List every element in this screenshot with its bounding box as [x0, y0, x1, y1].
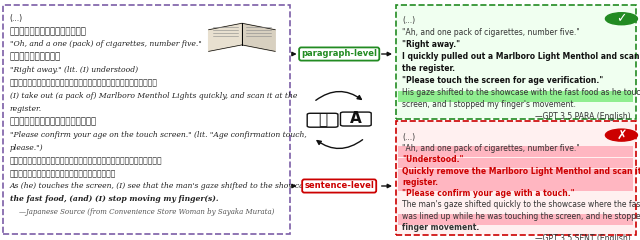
Text: screen, and I stopped my finger's movement.: screen, and I stopped my finger's moveme… [402, 100, 576, 109]
Text: 画面をタッチしながら、男性の目線がファーストフードが並んだショーケ: 画面をタッチしながら、男性の目線がファーストフードが並んだショーケ [10, 156, 162, 166]
FancyBboxPatch shape [6, 146, 287, 158]
Text: "Right away." (lit. (I) understood): "Right away." (lit. (I) understood) [10, 66, 138, 74]
FancyBboxPatch shape [307, 113, 338, 127]
Text: 文: 文 [318, 112, 327, 127]
Circle shape [605, 13, 637, 25]
Text: "Understood.": "Understood." [402, 155, 463, 164]
Text: As (he) touches the screen, (I) see that the man's gaze shifted to the showcase : As (he) touches the screen, (I) see that… [10, 182, 332, 190]
Text: "Oh, and a one (pack) of cigarettes, number five.": "Oh, and a one (pack) of cigarettes, num… [10, 40, 202, 48]
Text: sentence-level: sentence-level [304, 181, 374, 191]
Text: A: A [350, 111, 362, 126]
Text: "Ah, and one pack of cigarettes, number five.": "Ah, and one pack of cigarettes, number … [402, 144, 580, 153]
FancyBboxPatch shape [398, 158, 633, 168]
FancyBboxPatch shape [398, 214, 633, 225]
Text: (...): (...) [402, 16, 415, 25]
Text: "Please confirm your age on the touch screen." (lit. "Age confirmation touch,: "Please confirm your age on the touch sc… [10, 131, 307, 138]
FancyBboxPatch shape [398, 146, 633, 157]
Text: "Please confirm your age with a touch.": "Please confirm your age with a touch." [402, 189, 575, 198]
FancyBboxPatch shape [6, 69, 287, 81]
Text: please."): please.") [10, 144, 44, 151]
FancyBboxPatch shape [6, 159, 287, 171]
Text: I quickly pulled out a Marlboro Light Menthol and scanned it at: I quickly pulled out a Marlboro Light Me… [402, 52, 640, 61]
Text: the register.: the register. [402, 64, 455, 73]
Text: register.: register. [402, 178, 438, 187]
Text: ✗: ✗ [616, 129, 627, 142]
Circle shape [605, 129, 637, 141]
FancyBboxPatch shape [3, 5, 290, 234]
Text: —Japanese Source (from Convenience Store Woman by Sayaka Murata): —Japanese Source (from Convenience Store… [10, 208, 274, 216]
Text: The man's gaze shifted quickly to the showcase where the fast food: The man's gaze shifted quickly to the sh… [402, 200, 640, 209]
Text: paragraph-level: paragraph-level [301, 49, 377, 59]
Text: was lined up while he was touching the screen, and he stopped his: was lined up while he was touching the s… [402, 212, 640, 221]
Text: His gaze shifted to the showcase with the fast food as he touched the: His gaze shifted to the showcase with th… [402, 88, 640, 97]
Text: "Ah, and one pack of cigarettes, number five.": "Ah, and one pack of cigarettes, number … [402, 28, 580, 37]
Text: (...): (...) [10, 14, 23, 23]
Text: 「あー、あと煙草の５番を一つ」: 「あー、あと煙草の５番を一つ」 [10, 27, 86, 36]
Text: ースにすっと移ったのを見て、指の動きを止める。: ースにすっと移ったのを見て、指の動きを止める。 [10, 169, 116, 179]
Text: "Right away.": "Right away." [402, 40, 460, 49]
FancyBboxPatch shape [6, 108, 287, 120]
FancyBboxPatch shape [340, 112, 371, 126]
FancyBboxPatch shape [396, 121, 636, 235]
FancyBboxPatch shape [398, 180, 633, 191]
Text: "Please touch the screen for age verification.": "Please touch the screen for age verific… [402, 76, 603, 85]
Text: —GPT 3.5 PARA (English): —GPT 3.5 PARA (English) [535, 112, 630, 121]
FancyBboxPatch shape [396, 5, 636, 119]
Text: すばやくマルボロライトメンソールを抜き取り、レジでスキャンする。: すばやくマルボロライトメンソールを抜き取り、レジでスキャンする。 [10, 79, 157, 88]
Text: finger movement.: finger movement. [402, 223, 479, 232]
Text: (I) take out (a pack of) Marlboro Menthol Lights quickly, and scan it at the: (I) take out (a pack of) Marlboro Mentho… [10, 92, 297, 100]
Text: —GPT 3.5 SENT (English): —GPT 3.5 SENT (English) [534, 234, 630, 240]
Text: ✓: ✓ [616, 12, 627, 25]
FancyBboxPatch shape [6, 43, 287, 55]
Text: 「年齢確認のタッチをお願いします」: 「年齢確認のタッチをお願いします」 [10, 118, 97, 127]
Text: (...): (...) [402, 133, 415, 142]
FancyBboxPatch shape [398, 91, 633, 102]
Text: the fast food, (and) (I) stop moving my finger(s).: the fast food, (and) (I) stop moving my … [10, 195, 218, 203]
FancyBboxPatch shape [398, 169, 633, 180]
Text: 「かしこまりました」: 「かしこまりました」 [10, 53, 61, 62]
Text: Quickly remove the Marlboro Light Menthol and scan it at the: Quickly remove the Marlboro Light Mentho… [402, 167, 640, 176]
Text: register.: register. [10, 105, 42, 113]
